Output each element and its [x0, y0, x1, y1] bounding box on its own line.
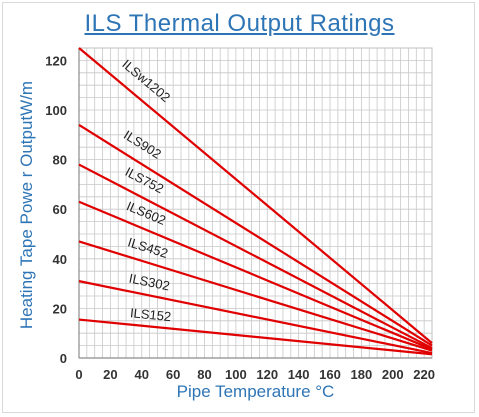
x-tick-label: 180	[351, 367, 373, 382]
y-tick-label: 60	[53, 202, 67, 217]
x-tick-label: 140	[288, 367, 310, 382]
x-tick-label: 120	[256, 367, 278, 382]
series-label: ILS152	[129, 305, 171, 324]
y-tick-label: 80	[53, 153, 67, 168]
x-tick-label: 60	[166, 367, 180, 382]
series-line	[78, 280, 433, 355]
chart-title: ILS Thermal Output Ratings	[84, 10, 395, 37]
x-tick-label: 40	[135, 367, 149, 382]
x-axis-label: Pipe Temperature °C	[176, 382, 335, 401]
series-line	[78, 240, 433, 352]
series-line	[78, 200, 433, 351]
x-tick-label: 220	[413, 367, 435, 382]
series-line	[78, 318, 433, 356]
y-tick-label: 100	[45, 103, 67, 118]
series-line	[78, 47, 433, 344]
y-tick-label: 0	[60, 351, 67, 366]
x-tick-label: 160	[319, 367, 341, 382]
y-tick-label: 20	[53, 301, 67, 316]
x-tick-label: 80	[197, 367, 211, 382]
plot-area	[78, 47, 433, 359]
x-tick-label: 200	[382, 367, 404, 382]
y-tick-label: 120	[45, 53, 67, 68]
series-line	[78, 123, 433, 347]
x-tick-label: 0	[75, 367, 82, 382]
x-tick-label: 20	[103, 367, 117, 382]
series-line	[78, 163, 433, 350]
y-tick-label: 40	[53, 252, 67, 267]
x-tick-label: 100	[225, 367, 247, 382]
